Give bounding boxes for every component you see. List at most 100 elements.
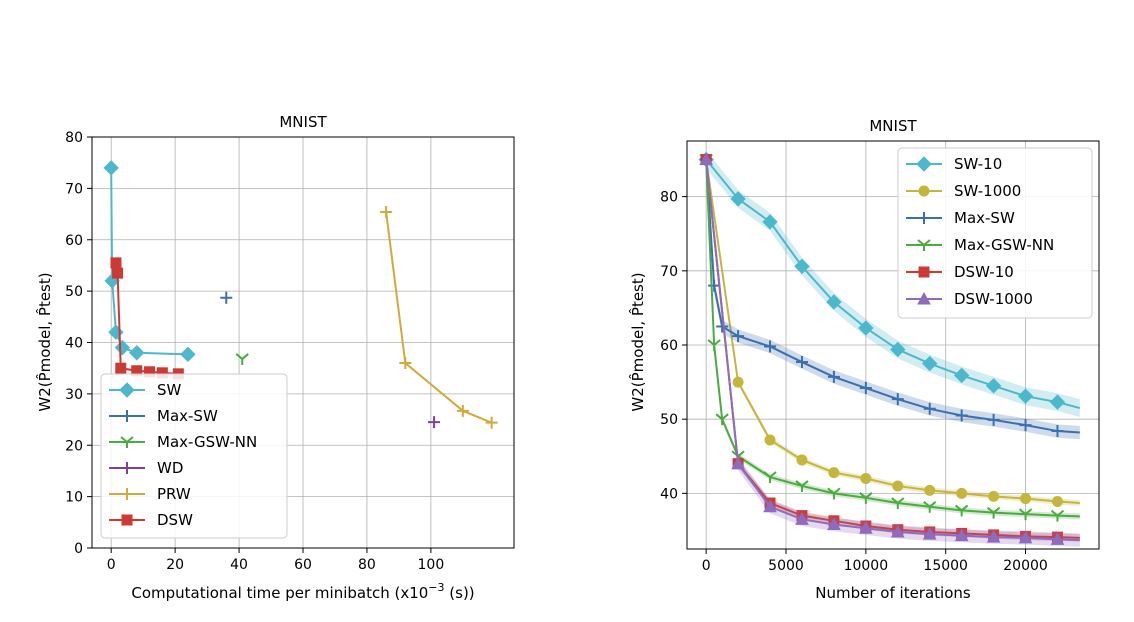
left-legend-entry-dsw: DSW [109, 511, 193, 529]
right-point-max-sw [795, 356, 808, 369]
right-point-dsw-1000 [859, 521, 873, 534]
right-point-sw-1000 [732, 376, 744, 388]
right-point-dsw-1000 [795, 512, 809, 525]
left-y-tick-label: 80 [65, 130, 83, 146]
left-series-prw [380, 206, 498, 429]
right-x-axis-label: Number of iterations [815, 584, 971, 602]
left-legend-label: Max-GSW-NN [157, 433, 257, 451]
right-point-sw-10 [858, 320, 874, 336]
left-point-dsw [110, 257, 122, 269]
left-legend-label: WD [157, 459, 183, 477]
left-y-tick-label: 20 [65, 438, 83, 454]
right-chart-title: MNIST [869, 117, 917, 135]
right-point-sw-10 [1017, 388, 1034, 404]
left-x-tick-label: 0 [107, 557, 116, 573]
right-series-max-sw [700, 152, 1080, 440]
left-legend-label: SW [157, 381, 182, 399]
right-point-sw-1000 [956, 487, 968, 499]
right-legend-label: SW-1000 [954, 182, 1021, 200]
right-point-dsw-1000 [954, 528, 969, 542]
left-point-max-sw [220, 291, 233, 304]
left-x-axis-label-text: Computational time per minibatch (x10 [131, 584, 428, 602]
left-x-tick-label: 100 [418, 557, 445, 573]
left-legend-marker [121, 514, 133, 526]
right-legend-label: Max-SW [954, 209, 1015, 227]
right-point-sw-10 [1049, 394, 1066, 410]
right-legend-entry-dsw-1000: DSW-1000 [906, 290, 1033, 308]
right-point-max-sw [732, 330, 745, 343]
right-point-sw-10 [762, 214, 778, 230]
left-point-dsw [112, 267, 124, 279]
right-legend-label: SW-10 [954, 155, 1002, 173]
left-y-tick-label: 50 [65, 284, 83, 300]
left-point-wd [428, 416, 441, 429]
right-y-tick-label: 60 [660, 338, 678, 354]
left-point-sw [114, 339, 131, 356]
right-chart: MNIST 0 5000 10000 15000 20000 40 50 60 70 80 Num… [628, 117, 1100, 602]
left-point-sw [129, 345, 145, 361]
right-point-max-gsw-nn [827, 487, 841, 500]
left-legend-entry-prw: PRW [109, 485, 191, 503]
left-legend: SW Max-SW Max-GSW-NN WD PRW DSW [100, 373, 288, 539]
left-y-axis-label: W2(P̂model, P̂test) [35, 272, 54, 411]
left-point-sw [180, 346, 196, 363]
right-legend-marker [917, 291, 931, 305]
right-y-axis-label: W2(P̂model, P̂test) [628, 272, 647, 411]
left-ticks: 0 20 40 60 80 100 0 10 20 30 40 50 60 70 80 [65, 130, 444, 573]
right-point-max-sw [1051, 425, 1064, 438]
left-y-tick-label: 60 [65, 233, 83, 249]
left-legend-entry-wd: WD [109, 459, 183, 477]
right-point-sw-1000 [1020, 493, 1032, 505]
left-x-axis-label-unit: (s)) [445, 584, 475, 602]
right-x-tick-label: 15000 [923, 558, 968, 574]
right-y-tick-label: 70 [660, 264, 678, 280]
right-legend-box: SW-10 SW-1000 Max-SW Max-GSW-NN DSW-10 DSW-10… [897, 147, 1093, 319]
right-x-tick-label: 5000 [768, 558, 804, 574]
right-point-max-sw [716, 320, 729, 333]
left-point-prw [456, 404, 469, 417]
left-point-prw [380, 206, 393, 219]
left-legend-marker [121, 462, 133, 474]
right-legend-marker [918, 266, 930, 278]
right-point-max-gsw-nn [923, 500, 937, 513]
left-y-tick-label: 30 [65, 387, 83, 403]
right-point-max-gsw-nn [707, 339, 721, 351]
right-point-dsw-1000 [1018, 530, 1033, 544]
left-series-wd [428, 416, 441, 429]
right-point-sw-10 [985, 378, 1002, 394]
left-x-tick-label: 80 [358, 557, 376, 573]
right-legend-label: Max-GSW-NN [954, 236, 1054, 254]
right-point-max-gsw-nn [1050, 509, 1065, 522]
left-legend-label: Max-SW [157, 407, 218, 425]
right-point-sw-1000 [828, 467, 840, 479]
right-series-layer [698, 150, 1081, 547]
right-point-dsw-1000 [1050, 532, 1065, 545]
right-point-max-sw [955, 409, 968, 422]
left-grid [92, 136, 514, 549]
right-point-max-sw [987, 413, 1000, 426]
right-point-sw-10 [922, 355, 938, 372]
left-point-prw [399, 357, 412, 370]
right-point-dsw-1000 [986, 530, 1001, 543]
right-point-max-gsw-nn [986, 506, 1001, 519]
right-point-sw-10 [953, 367, 970, 384]
left-point-dsw [115, 362, 127, 374]
left-y-tick-label: 70 [65, 181, 83, 197]
right-point-sw-1000 [860, 473, 872, 485]
right-legend-label: DSW-10 [954, 263, 1014, 281]
right-point-sw-10 [730, 191, 746, 207]
right-y-tick-label: 80 [660, 190, 678, 206]
right-point-max-sw [1019, 419, 1032, 432]
right-legend-entry-sw-1000: SW-1000 [906, 182, 1021, 200]
right-point-max-sw [859, 382, 872, 395]
right-point-max-gsw-nn [955, 504, 969, 517]
left-legend-marker [121, 410, 133, 422]
right-point-max-gsw-nn [795, 480, 809, 492]
left-chart-title: MNIST [279, 113, 327, 131]
left-x-tick-label: 60 [294, 557, 312, 573]
right-legend-entry-sw-10: SW-10 [906, 155, 1002, 173]
right-x-tick-label: 0 [702, 558, 711, 574]
right-point-sw-10 [794, 258, 810, 275]
left-legend-frame [100, 373, 288, 539]
